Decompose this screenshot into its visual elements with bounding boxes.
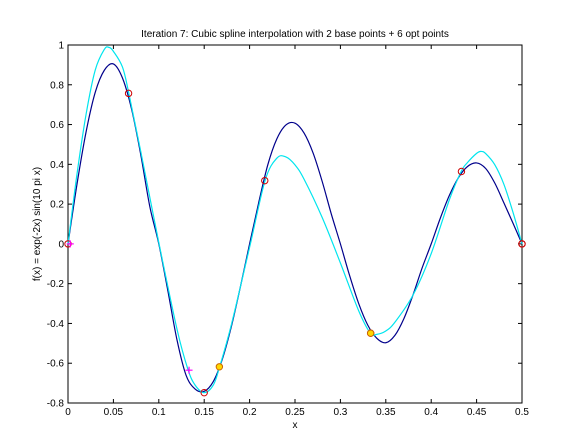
opt-point-marker: [124, 89, 133, 98]
y-tick-label: 0: [58, 239, 64, 250]
y-tick-label: -0.8: [47, 399, 65, 410]
x-tick-label: 0.1: [152, 407, 166, 418]
x-axis: 0 0.05 0.1 0.15 0.2 0.25 0.3 0.35 0.4 0.45 0.5: [65, 45, 529, 418]
x-axis-title: x: [293, 420, 298, 431]
plus-marker: [66, 240, 74, 248]
candidate-point-marker: [215, 363, 224, 371]
opt-point-marker: [261, 176, 269, 185]
y-tick-label: -0.6: [47, 359, 65, 370]
opt-point-marker: [457, 167, 466, 176]
x-tick-label: 0.35: [376, 407, 396, 418]
opt-point-marker: [200, 388, 208, 397]
y-tick-label: 0.8: [50, 80, 64, 91]
true-function-line: [67, 63, 523, 393]
y-tick-label: 0.6: [50, 120, 64, 131]
plus-marker: [185, 366, 193, 374]
y-tick-label: -0.4: [47, 319, 65, 330]
x-tick-label: 0.5: [515, 407, 529, 418]
x-tick-label: 0.05: [104, 407, 124, 418]
x-tick-label: 0.25: [285, 407, 305, 418]
y-axis: -0.8 -0.6 -0.4 -0.2 0 0.2 0.4 0.6 0.8 1: [47, 41, 522, 410]
plot-border: [67, 44, 523, 404]
series-layer: [67, 46, 523, 394]
x-tick-label: 0.2: [243, 407, 257, 418]
chart-title: Iteration 7: Cubic spline interpolation …: [141, 29, 449, 40]
marker-layer: [64, 89, 526, 397]
opt-point-marker: [518, 240, 526, 248]
x-tick-label: 0.15: [194, 407, 214, 418]
y-tick-label: 0.4: [50, 160, 64, 171]
spline-line: [67, 46, 523, 394]
x-tick-label: 0: [65, 407, 71, 418]
y-tick-label: 1: [58, 41, 64, 52]
candidate-point-marker: [366, 329, 375, 337]
y-axis-title: f(x) = exp(-2x) sin(10 pi x): [32, 167, 43, 281]
y-tick-label: -0.2: [47, 279, 65, 290]
x-tick-label: 0.4: [424, 407, 438, 418]
y-tick-label: 0.2: [50, 200, 64, 211]
x-tick-label: 0.45: [467, 407, 487, 418]
plot-frame: [67, 44, 523, 404]
x-tick-label: 0.3: [333, 407, 347, 418]
